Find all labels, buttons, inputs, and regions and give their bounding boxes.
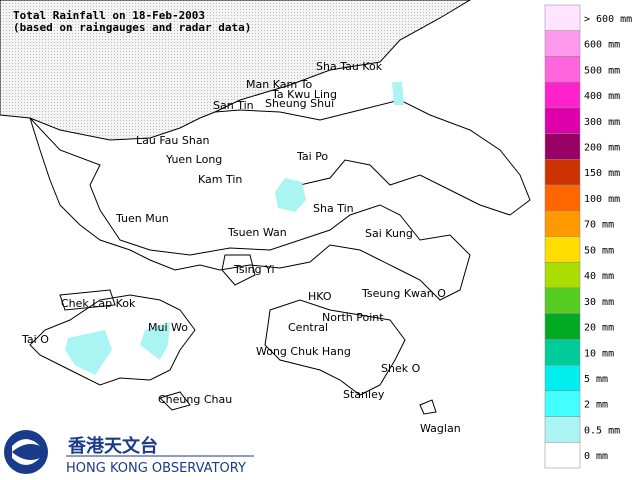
legend-swatch — [544, 159, 581, 186]
legend-label: 300 mm — [584, 117, 620, 128]
tsing-yi-island — [221, 254, 256, 286]
legend-swatch — [544, 184, 581, 212]
legend-swatch — [544, 81, 581, 109]
legend-label: 70 mm — [584, 220, 614, 231]
cheung-chau-island — [159, 391, 191, 411]
legend-swatch — [544, 133, 581, 160]
legend-label: > 600 mm — [584, 14, 632, 25]
place-label: Sha Tau Kok — [316, 60, 383, 73]
hong-kong-island — [264, 299, 406, 396]
place-label: Tai O — [21, 333, 49, 346]
hko-logo: 香港天文台 HONG KONG OBSERVATORY — [4, 430, 254, 476]
place-label: Cheung Chau — [158, 393, 232, 406]
legend-label: 100 mm — [584, 194, 620, 205]
place-labels: Sha Tau Kok Man Kam To Ta Kwu Ling San T… — [21, 60, 461, 435]
place-label: Sha Tin — [313, 202, 354, 215]
legend-swatch — [544, 339, 581, 366]
place-label: Kam Tin — [198, 173, 242, 186]
map-title: Total Rainfall on 18-Feb-2003 — [13, 9, 205, 22]
place-label: San Tin — [213, 99, 254, 112]
legend-swatch — [544, 107, 581, 134]
legend-label: 0 mm — [584, 451, 608, 462]
place-label: Tai Po — [296, 150, 328, 163]
rain-areas — [65, 82, 404, 375]
legend-label: 40 mm — [584, 271, 614, 282]
legend-label: 20 mm — [584, 323, 614, 334]
place-label: Man Kam To — [246, 78, 313, 91]
legend-label: 30 mm — [584, 297, 614, 308]
north-coast — [214, 99, 531, 216]
legend-label: 5 mm — [584, 374, 608, 385]
legend-swatch — [544, 313, 581, 340]
place-label: Wong Chuk Hang — [256, 345, 351, 358]
logo-english: HONG KONG OBSERVATORY — [66, 461, 246, 476]
legend-label: 50 mm — [584, 245, 614, 256]
waglan-island — [419, 399, 437, 415]
place-label: Stanley — [343, 388, 385, 401]
legend-label: 200 mm — [584, 142, 620, 153]
place-label: Tseung Kwan O — [361, 287, 446, 300]
legend-swatch — [544, 236, 581, 263]
legend-label: 600 mm — [584, 40, 620, 51]
place-label: Sai Kung — [365, 227, 413, 240]
legend-label: 2 mm — [584, 400, 608, 411]
place-label: Central — [288, 321, 328, 334]
legend-swatch — [544, 416, 581, 443]
lantau-island — [29, 294, 196, 386]
airport — [59, 289, 116, 311]
place-label: Chek Lap Kok — [61, 297, 136, 310]
place-label: Waglan — [420, 422, 461, 435]
place-label: Tsuen Wan — [227, 226, 287, 239]
legend-swatch — [544, 56, 581, 83]
place-label: Mui Wo — [148, 321, 188, 334]
legend-swatch — [544, 210, 581, 237]
legend-label: 0.5 mm — [584, 425, 620, 436]
legend-label: 150 mm — [584, 168, 620, 179]
place-label: Ta Kwu Ling — [271, 88, 337, 101]
legend-swatch — [544, 4, 581, 31]
place-label: Lau Fau Shan — [136, 134, 210, 147]
place-label: Yuen Long — [165, 153, 222, 166]
legend: > 600 mm 600 mm 500 mm 400 mm 300 mm 200 mm 15… — [544, 4, 632, 469]
map-subtitle: (based on raingauges and radar data) — [13, 21, 251, 34]
legend-swatch — [544, 30, 581, 57]
legend-swatch — [544, 364, 581, 392]
place-label: Tuen Mun — [115, 212, 169, 225]
place-label: Sheung Shui — [265, 97, 334, 110]
logo-swirl — [12, 439, 40, 465]
legend-swatch — [544, 287, 581, 314]
legend-label: 500 mm — [584, 65, 620, 76]
legend-label: 10 mm — [584, 348, 614, 359]
new-territories-coast — [29, 117, 471, 301]
logo-chinese: 香港天文台 — [67, 435, 158, 457]
place-label: Tsing Yi — [233, 263, 275, 276]
legend-swatch — [544, 390, 581, 417]
legend-swatch — [544, 442, 581, 469]
place-label: HKO — [308, 290, 332, 303]
legend-label: 400 mm — [584, 91, 620, 102]
legend-swatch — [544, 261, 581, 289]
logo-emblem — [4, 430, 48, 474]
place-label: North Point — [322, 311, 384, 324]
place-label: Shek O — [381, 362, 421, 375]
